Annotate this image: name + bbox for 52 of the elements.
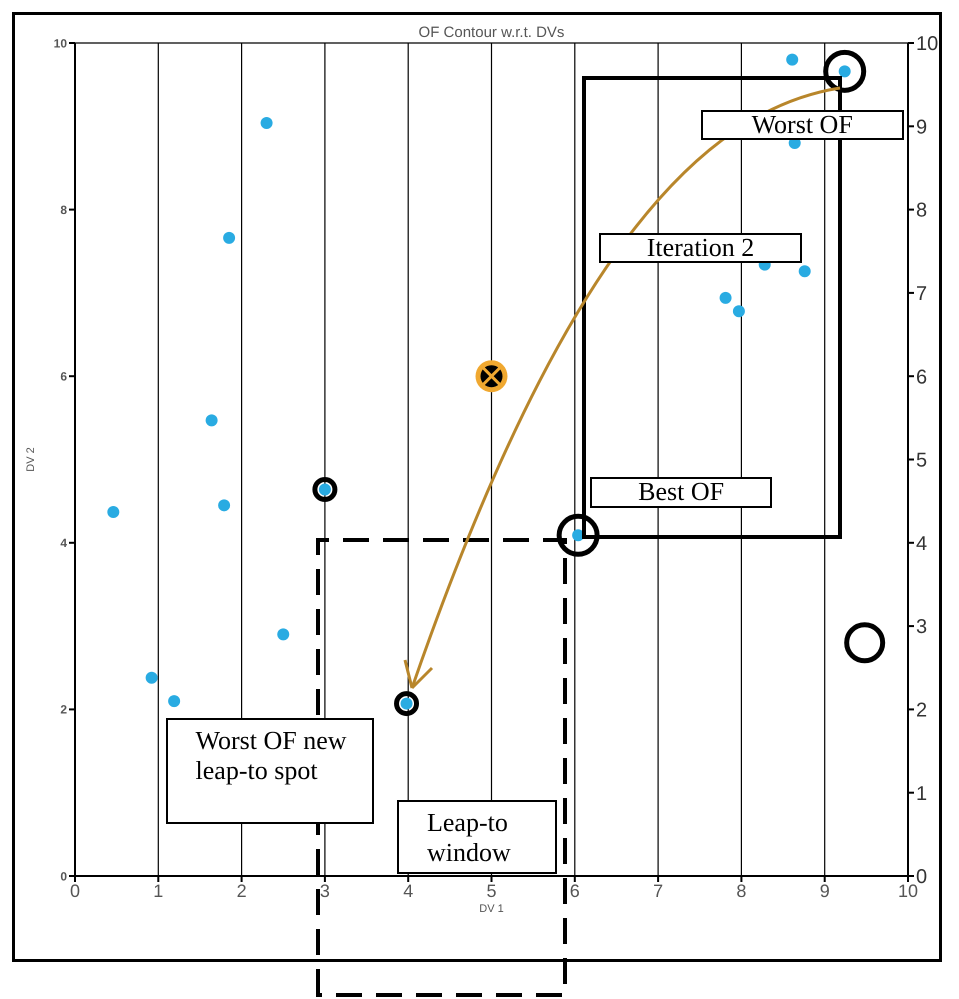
- x-tick-label: 7: [653, 880, 664, 901]
- point: [168, 695, 180, 708]
- point: [218, 499, 230, 512]
- x-tick-label: 2: [236, 880, 247, 901]
- y-axis-title: DV 2: [24, 447, 37, 472]
- note-box: Worst OF new leap-to spot: [166, 718, 374, 824]
- x-tick-label: 5: [486, 880, 497, 901]
- point: [312, 476, 338, 502]
- y2-tick-label: 10: [916, 33, 938, 56]
- note-box: Iteration 2: [599, 233, 802, 263]
- point: [798, 265, 811, 278]
- chart-title: OF Contour w.r.t. DVs: [418, 24, 564, 41]
- x-axis-title: DV 1: [479, 903, 504, 915]
- y2-tick-label: 9: [916, 116, 928, 138]
- y-tick-label: 2: [60, 702, 68, 717]
- y2-tick-label: 7: [916, 283, 928, 305]
- x-tick-label: 6: [570, 880, 580, 901]
- y2-tick-label: 6: [916, 366, 928, 388]
- x-tick-label: 3: [320, 880, 330, 901]
- y2-tick-label: 1: [916, 782, 928, 805]
- note-box: Leap-to window: [397, 800, 557, 874]
- point: [146, 672, 158, 684]
- y-tick-label: 0: [60, 869, 68, 884]
- y-tick-label: 6: [60, 369, 68, 384]
- point: [556, 514, 600, 557]
- y2-tick-label: 5: [916, 450, 928, 472]
- point: [732, 305, 745, 318]
- point: [720, 292, 732, 304]
- x-tick-label: 1: [153, 880, 164, 901]
- y2-tick-label: 2: [916, 700, 928, 722]
- point: [786, 54, 798, 66]
- y2-tick-label: 4: [916, 532, 928, 555]
- y-tick-label: 4: [60, 536, 68, 550]
- y-tick-label: 8: [60, 202, 68, 217]
- point: [206, 414, 218, 426]
- point: [223, 232, 236, 244]
- x-tick-label: 8: [736, 880, 746, 901]
- x-tick-label: 9: [820, 880, 830, 901]
- point: [823, 50, 866, 93]
- x-tick-label: 4: [403, 880, 414, 901]
- point: [844, 622, 886, 664]
- point: [277, 628, 290, 640]
- note-box: Best OF: [590, 477, 772, 508]
- point: [394, 691, 420, 716]
- y2-tick-label: 8: [916, 200, 928, 222]
- point: [107, 506, 120, 518]
- note-box: Worst OF: [700, 110, 904, 140]
- y-tick-label: 10: [54, 36, 68, 50]
- y2-tick-label: 3: [916, 616, 928, 638]
- point: [476, 360, 508, 392]
- point: [260, 116, 273, 129]
- x-tick-label: 10: [898, 880, 918, 901]
